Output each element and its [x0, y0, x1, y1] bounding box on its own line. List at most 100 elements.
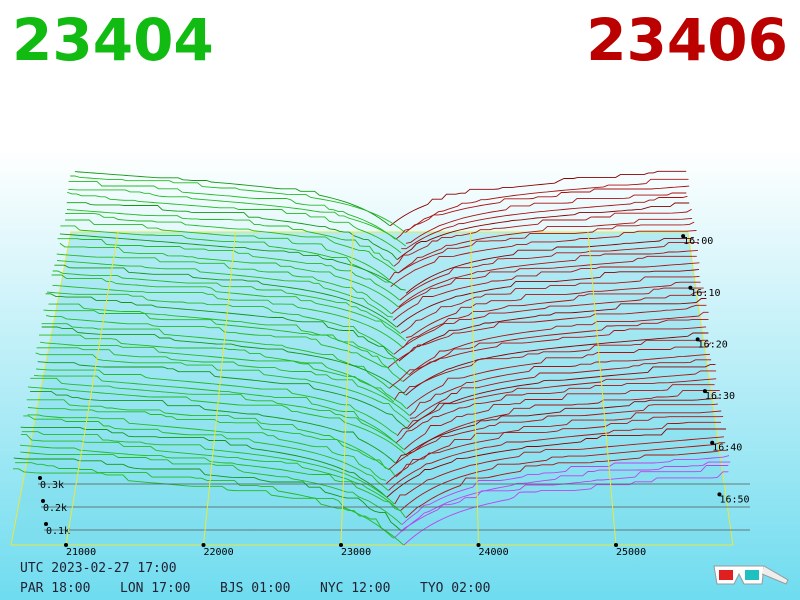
depth-dot — [44, 522, 48, 526]
time-tick — [688, 285, 693, 290]
bid-curve — [46, 315, 403, 382]
floor-plane — [10, 231, 734, 546]
bid-curve — [59, 242, 399, 308]
bid-curve — [30, 390, 396, 464]
floor — [10, 231, 734, 546]
bid-curve — [13, 457, 403, 532]
bid-curve — [66, 202, 398, 260]
price-label: 25000 — [616, 547, 646, 558]
price-grid-line — [470, 231, 479, 546]
ask-curve — [398, 298, 707, 362]
time-tick — [710, 440, 715, 445]
ask-curve — [393, 208, 692, 267]
axes: 0.3k 0.2k 0.1k 21000 22000 23000 24000 25000 16:… — [38, 231, 750, 558]
time-tick — [702, 389, 707, 394]
price-label: 24000 — [479, 547, 509, 558]
ask-curve — [394, 436, 724, 505]
ask-curve — [403, 471, 729, 546]
bid-curve — [74, 171, 391, 227]
time-tick — [695, 337, 700, 342]
bid-curve — [26, 399, 389, 470]
ask-curve — [405, 332, 709, 396]
bid-curve — [60, 225, 391, 283]
bid-curve — [51, 274, 407, 342]
price-tick — [339, 543, 343, 547]
ask-curve — [403, 384, 715, 450]
bid-curve — [15, 462, 394, 539]
clock: LON 17:00 — [120, 581, 190, 596]
bid-curve — [39, 334, 395, 403]
bid-curve — [66, 209, 394, 267]
bid-curve — [54, 264, 397, 328]
bid-curve — [46, 291, 394, 355]
ask-curve — [409, 359, 712, 419]
ask-curve — [400, 442, 726, 512]
bid-curve — [68, 181, 396, 240]
price-tick — [64, 543, 68, 547]
ask-curve — [400, 275, 700, 334]
time-tick — [717, 492, 722, 497]
price-tick — [476, 543, 481, 547]
ask-curve — [395, 185, 690, 240]
price-tick — [201, 543, 206, 547]
bid-curve — [20, 433, 401, 512]
bid-curve — [57, 238, 400, 301]
time-label: 16:40 — [712, 443, 742, 454]
bid-curve — [19, 444, 406, 518]
ask-curve — [402, 318, 709, 382]
ask-curve — [408, 389, 720, 454]
ask-curve — [405, 449, 727, 519]
ask-curve — [406, 281, 701, 338]
bid-curve — [59, 233, 406, 291]
ask-curve — [391, 255, 697, 315]
ask-curve — [395, 378, 717, 444]
time-label: 16:00 — [683, 236, 713, 247]
ask-curve — [388, 421, 721, 491]
bid-curve — [65, 213, 399, 274]
depth-label: 0.3k — [40, 480, 64, 491]
ask-curve — [385, 416, 724, 484]
bid-curve — [40, 341, 407, 410]
ask-curve — [396, 370, 717, 437]
ask-curve — [399, 241, 699, 301]
ask-curve — [397, 217, 693, 274]
bid-curve — [41, 323, 390, 389]
bid-curve — [37, 361, 408, 430]
utc-time: UTC 2023-02-27 17:00 — [20, 561, 177, 576]
depth-label: 0.2k — [43, 503, 67, 514]
bid-curve — [23, 415, 389, 491]
ask-curve — [403, 287, 704, 348]
time-label: 16:20 — [698, 339, 728, 350]
ask-curve — [393, 339, 708, 401]
ask-curve — [406, 342, 712, 410]
bid-curve — [70, 175, 406, 233]
ask-curve — [393, 291, 706, 355]
price-grid-line — [587, 231, 617, 546]
price-tick — [614, 543, 618, 547]
ask-curve — [390, 230, 697, 287]
bid-curve — [45, 293, 399, 361]
ask-curve — [396, 268, 700, 328]
price-grid-line — [340, 231, 354, 546]
bid-curve — [20, 426, 387, 498]
bid-curve — [36, 368, 398, 436]
ask-curve — [389, 221, 695, 281]
ask-curve — [407, 364, 716, 430]
ask-curve — [387, 304, 707, 369]
bid-price: 23404 — [12, 6, 214, 74]
time-label: 16:10 — [690, 288, 720, 299]
clock: TYO 02:00 — [420, 581, 490, 596]
ask-curve — [401, 455, 730, 525]
depth-label: 0.1k — [46, 526, 70, 537]
ask-curve — [408, 311, 709, 376]
clock: NYC 12:00 — [320, 581, 390, 596]
ask-curve — [386, 428, 726, 498]
depth-dot — [38, 476, 42, 480]
ask-curve — [389, 326, 707, 389]
price-grid-line — [203, 231, 236, 546]
price-label: 23000 — [341, 547, 371, 558]
time-label: 16:30 — [705, 391, 735, 402]
time-tick — [681, 234, 686, 239]
